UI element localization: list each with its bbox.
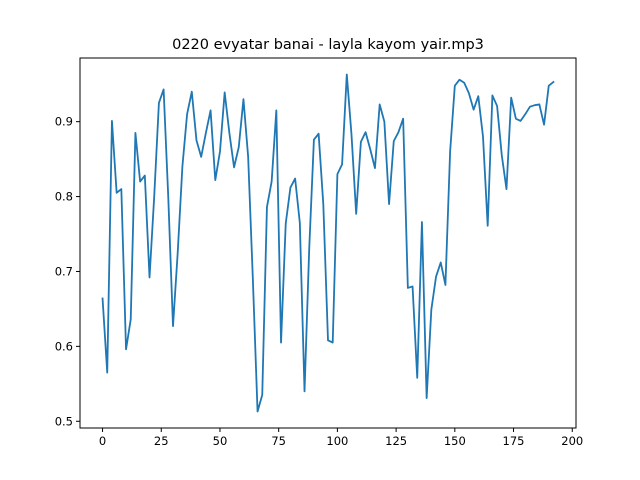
- axes-frame: [79, 57, 577, 429]
- y-tick-label: 0.7: [55, 264, 73, 278]
- y-tick-label: 0.9: [55, 115, 73, 129]
- y-tick-label: 0.5: [55, 414, 73, 428]
- x-tick-label: 150: [444, 434, 466, 448]
- x-tick-label: 0: [99, 434, 106, 448]
- x-tick-label: 100: [326, 434, 348, 448]
- series-line-0: [101, 73, 555, 413]
- plot-area: [101, 73, 555, 413]
- y-tick-label: 0.8: [55, 190, 73, 204]
- x-axis: 0 25 50 75 100 125 150 175 200: [99, 428, 583, 448]
- x-tick-label: 175: [503, 434, 525, 448]
- x-tick-label: 75: [271, 434, 286, 448]
- x-tick-label: 200: [561, 434, 583, 448]
- y-tick-label: 0.6: [55, 339, 73, 353]
- y-axis: 0.5 0.6 0.7 0.8 0.9: [55, 115, 80, 428]
- chart-title: 0220 evyatar banai - layla kayom yair.mp…: [172, 37, 484, 53]
- x-tick-label: 50: [213, 434, 228, 448]
- x-tick-label: 25: [154, 434, 169, 448]
- x-tick-label: 125: [385, 434, 407, 448]
